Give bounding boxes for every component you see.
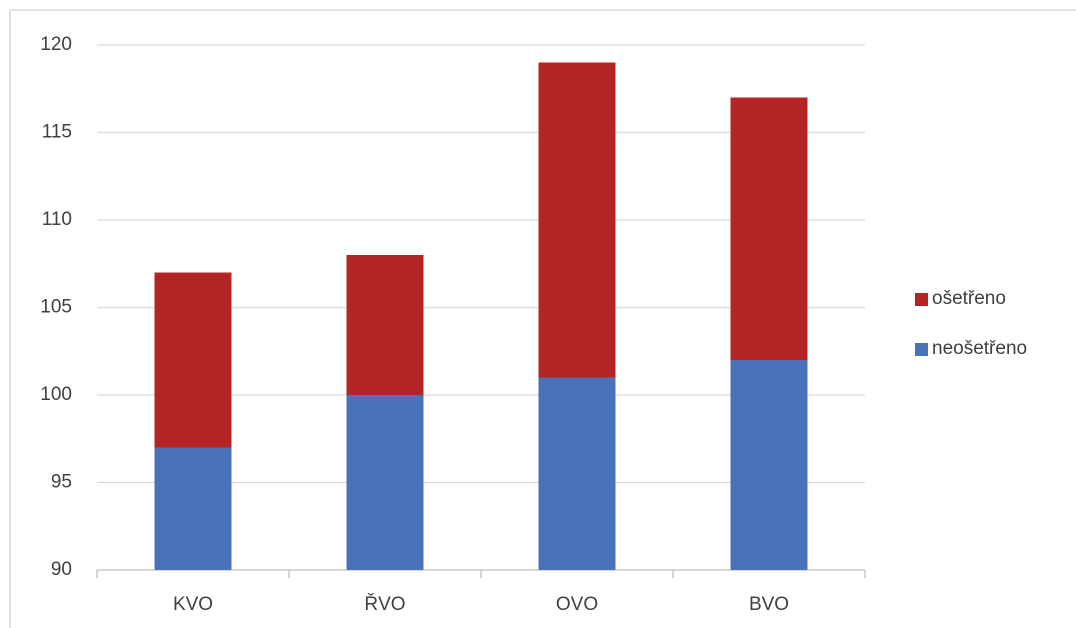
bar-segment bbox=[538, 62, 616, 378]
y-tick-label: 110 bbox=[42, 209, 72, 230]
x-tick-label: BVO bbox=[749, 594, 789, 615]
legend-label: ošetřeno bbox=[932, 288, 1006, 309]
y-tick-label: 100 bbox=[40, 384, 72, 405]
y-tick-label: 120 bbox=[40, 34, 72, 55]
x-tick-label: KVO bbox=[173, 594, 213, 615]
legend-swatch bbox=[915, 293, 928, 306]
bar-segment bbox=[538, 377, 616, 570]
x-tick-label: OVO bbox=[556, 594, 598, 615]
x-tick-label: ŘVO bbox=[364, 593, 405, 615]
legend-label: neošetřeno bbox=[932, 338, 1027, 359]
y-tick-label: 105 bbox=[40, 297, 72, 318]
y-tick-label: 115 bbox=[42, 122, 72, 143]
bar-segment bbox=[730, 360, 808, 570]
legend-swatch bbox=[915, 343, 928, 356]
y-tick-label: 95 bbox=[51, 472, 72, 493]
bar-segment bbox=[346, 395, 424, 570]
bar-segment bbox=[730, 97, 808, 360]
chart-frame bbox=[9, 9, 1076, 628]
y-tick-label: 90 bbox=[51, 559, 72, 580]
bar-segment bbox=[154, 447, 232, 570]
bar-segment bbox=[346, 255, 424, 395]
bar-segment bbox=[154, 272, 232, 448]
